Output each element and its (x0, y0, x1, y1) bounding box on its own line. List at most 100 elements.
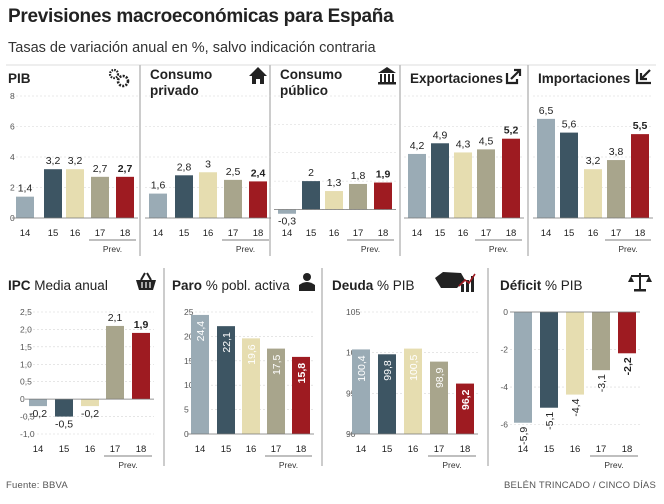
house-door (256, 79, 260, 84)
base-shape (378, 82, 396, 85)
x-tick-label: 18 (378, 228, 389, 239)
chart-title: Deuda % PIB (332, 278, 415, 293)
x-tick-label: 16 (203, 228, 214, 239)
x-tick-label: 15 (59, 444, 70, 455)
bar-14 (29, 399, 47, 407)
chart-title: Paro % pobl. activa (172, 278, 290, 293)
bar-16 (199, 172, 217, 218)
data-label: 99,8 (382, 360, 394, 381)
data-label: 5,6 (562, 119, 577, 131)
bar-15 (55, 399, 73, 417)
gear-shape (108, 68, 120, 80)
data-label: 2 (308, 167, 314, 179)
arrow-shape (510, 68, 522, 80)
prev-label: Prev. (361, 244, 380, 254)
x-tick-label: 15 (48, 228, 59, 239)
chart-unit: % pobl. activa (202, 278, 290, 293)
data-label: 2,5 (226, 166, 241, 178)
data-label: 22,1 (221, 332, 233, 353)
chart-title-main: PIB (8, 71, 31, 86)
data-label: 1,9 (376, 169, 391, 181)
chart-title: Consumo (280, 67, 342, 82)
data-label: 4,9 (433, 129, 448, 141)
x-tick-label: 15 (564, 228, 575, 239)
data-label: 2,7 (118, 163, 133, 175)
bar-17 (607, 160, 625, 218)
y-tick-label: 20 (184, 331, 194, 341)
chart-title: Exportaciones (410, 71, 503, 86)
y-tick-label: 2,5 (20, 307, 32, 317)
chart-panel: Déficit % PIB -6 -4 -2 0 -5,9 -5,1 -4,4 -3,1 -2,2… (500, 273, 652, 470)
bar-16 (325, 191, 343, 210)
data-label: 3,2 (46, 155, 61, 167)
y-tick-label: 25 (184, 307, 194, 317)
prev-label: Prev. (103, 244, 122, 254)
chart-title: PIB (8, 71, 31, 86)
chart-title: IPC Media anual (8, 278, 108, 293)
y-tick-label: 0 (20, 394, 25, 404)
bar-17 (91, 176, 109, 218)
column-shape (384, 74, 386, 82)
data-label: 1,6 (151, 180, 166, 192)
data-label: 100,4 (356, 355, 368, 381)
data-label: 5,2 (504, 125, 519, 137)
data-label: 6,5 (539, 105, 554, 117)
x-tick-label: 18 (296, 444, 307, 455)
chart-title-line2: privado (150, 83, 199, 98)
x-tick-label: 14 (20, 228, 31, 239)
x-tick-label: 17 (271, 444, 282, 455)
data-label: 19,6 (246, 344, 258, 365)
map-shape (435, 272, 465, 288)
x-tick-label: 17 (353, 228, 364, 239)
bar-18 (631, 134, 649, 218)
x-tick-label: 18 (622, 444, 633, 455)
scale-pan (628, 276, 634, 282)
y-tick-label: 8 (10, 91, 15, 101)
x-tick-label: 15 (221, 444, 232, 455)
y-tick-label: 2 (10, 183, 15, 193)
x-tick-label: 18 (635, 228, 646, 239)
basket-handle (140, 272, 152, 281)
x-tick-label: 15 (179, 228, 190, 239)
y-tick-label: 0,5 (20, 377, 32, 387)
scales-icon (628, 273, 652, 292)
x-tick-label: 16 (588, 228, 599, 239)
scale-base (634, 289, 646, 292)
page-subtitle: Tasas de variación anual en %, salvo ind… (8, 40, 376, 56)
bar-16 (566, 312, 584, 395)
bar-17 (267, 348, 285, 434)
person-body (299, 282, 315, 291)
chart-title-main: Deuda (332, 278, 374, 293)
x-tick-label: 18 (506, 228, 517, 239)
x-tick-label: 14 (518, 444, 529, 455)
data-label: -5,9 (518, 427, 530, 445)
chart-title: Importaciones (538, 71, 630, 86)
x-tick-label: 14 (33, 444, 44, 455)
bar-18 (132, 332, 150, 400)
public-building-icon (378, 67, 396, 85)
chart-title-line2: público (280, 83, 328, 98)
bar-18 (249, 181, 267, 218)
data-label: 2,1 (108, 312, 123, 324)
x-tick-label: 18 (460, 444, 471, 455)
x-tick-label: 16 (70, 228, 81, 239)
bar-14 (514, 312, 532, 423)
data-label: -0,2 (29, 408, 47, 420)
bar-15 (560, 132, 578, 218)
mini-bar (466, 280, 469, 292)
chart-panel: Deuda % PIB9095100105100,499,8100,598,99… (332, 272, 478, 470)
roof-shape (378, 67, 396, 73)
x-tick-label: 14 (282, 228, 293, 239)
chart-panel: Importaciones 6,5 5,6 3,2 3,8 5,5 14 15 16 17 18 Pr… (533, 69, 653, 254)
data-label: 4,3 (456, 138, 471, 150)
y-tick-label: 1,5 (20, 342, 32, 352)
data-label: 24,4 (195, 321, 207, 342)
chart-panel: Exportaciones 4,2 4,9 4,3 4,5 5,2 14 15 16 17 18 Pr… (404, 68, 524, 254)
x-tick-label: 17 (434, 444, 445, 455)
y-tick-label: -2 (500, 345, 508, 355)
bar-18 (116, 176, 134, 218)
data-label: 2,8 (177, 161, 192, 173)
data-label: 96,2 (460, 389, 472, 410)
y-tick-label: -6 (500, 420, 508, 430)
